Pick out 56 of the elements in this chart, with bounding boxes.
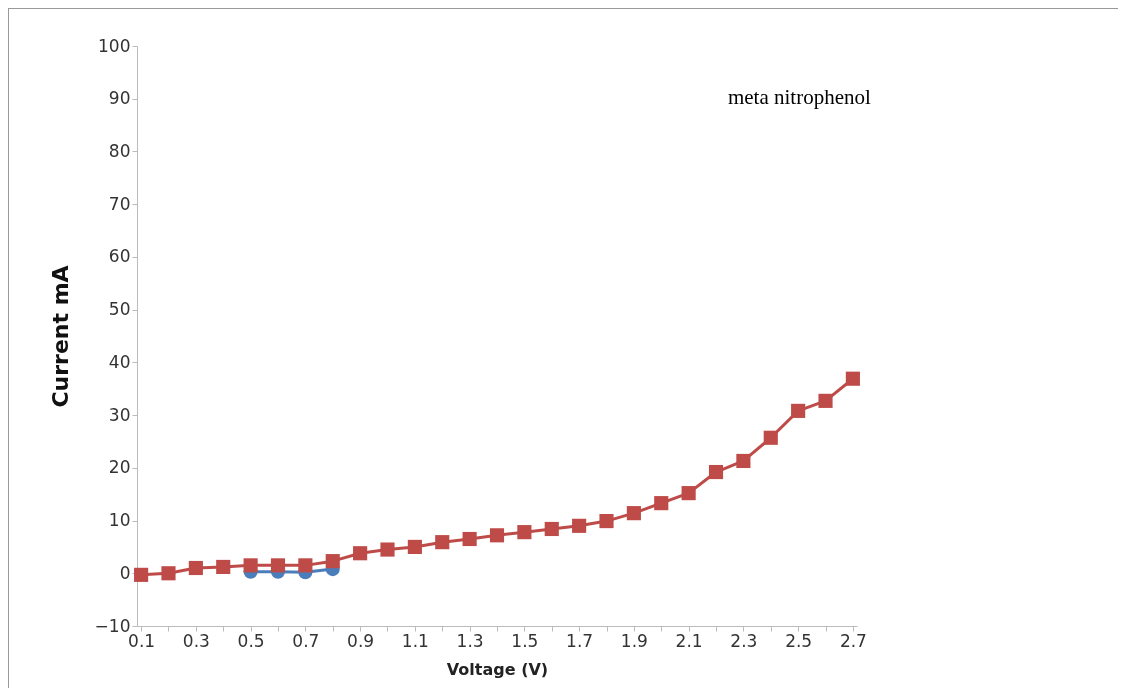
- point: [791, 403, 806, 418]
- point: [681, 486, 696, 501]
- point: [626, 506, 641, 521]
- y-tick-label: 40: [108, 351, 131, 372]
- x-tick-label: 2.3: [730, 630, 758, 651]
- x-tick-label: 1.9: [620, 630, 648, 651]
- point: [298, 558, 313, 573]
- point: [134, 567, 149, 582]
- point: [435, 535, 450, 550]
- x-tick-label: 0.9: [347, 630, 375, 651]
- y-tick-label: 100: [98, 35, 131, 56]
- x-tick-label: 1.3: [456, 630, 484, 651]
- point: [462, 531, 477, 547]
- point: [818, 393, 833, 408]
- point: [489, 528, 505, 543]
- point: [736, 453, 751, 469]
- y-tick-label: 60: [108, 246, 131, 267]
- x-tick-label: 0.5: [237, 630, 265, 651]
- point: [188, 560, 203, 576]
- x-tick-label: 1.1: [401, 630, 429, 651]
- point: [270, 558, 286, 573]
- y-tick-label: 90: [108, 88, 131, 109]
- y-tick-label: 70: [108, 193, 131, 214]
- point: [380, 542, 395, 557]
- y-tick-label: 20: [108, 457, 131, 478]
- point: [216, 559, 231, 575]
- y-tick-label: 0: [119, 562, 131, 583]
- y-axis-title: Current mA: [47, 265, 73, 408]
- point: [243, 558, 258, 573]
- x-tick-label: 2.1: [675, 630, 703, 651]
- point: [599, 514, 614, 529]
- x-tick-label: 1.5: [511, 630, 539, 651]
- x-tick-label: 2.7: [839, 630, 867, 651]
- point: [572, 518, 587, 533]
- x-tick-label: 0.1: [128, 630, 156, 651]
- x-axis-title: Voltage (V): [446, 659, 549, 679]
- point: [325, 554, 340, 569]
- x-tick-label: 0.7: [292, 630, 320, 651]
- point: [407, 539, 422, 554]
- y-tick-label: 10: [108, 510, 131, 531]
- point: [517, 525, 532, 540]
- point: [654, 496, 669, 511]
- point: [845, 371, 860, 386]
- x-tick-label: 1.7: [566, 630, 594, 651]
- annotation: meta nitrophenol: [727, 85, 871, 110]
- x-tick-label: 0.3: [182, 630, 210, 651]
- y-tick-label: 50: [108, 299, 131, 320]
- y-tick-label: 80: [108, 140, 131, 161]
- point: [708, 464, 724, 480]
- point: [353, 546, 368, 561]
- y-tick-label: −10: [94, 615, 131, 636]
- point: [161, 566, 176, 581]
- x-tick-label: 2.5: [785, 630, 813, 651]
- y-tick-label: 30: [108, 404, 131, 425]
- point: [763, 430, 778, 445]
- point: [544, 521, 559, 537]
